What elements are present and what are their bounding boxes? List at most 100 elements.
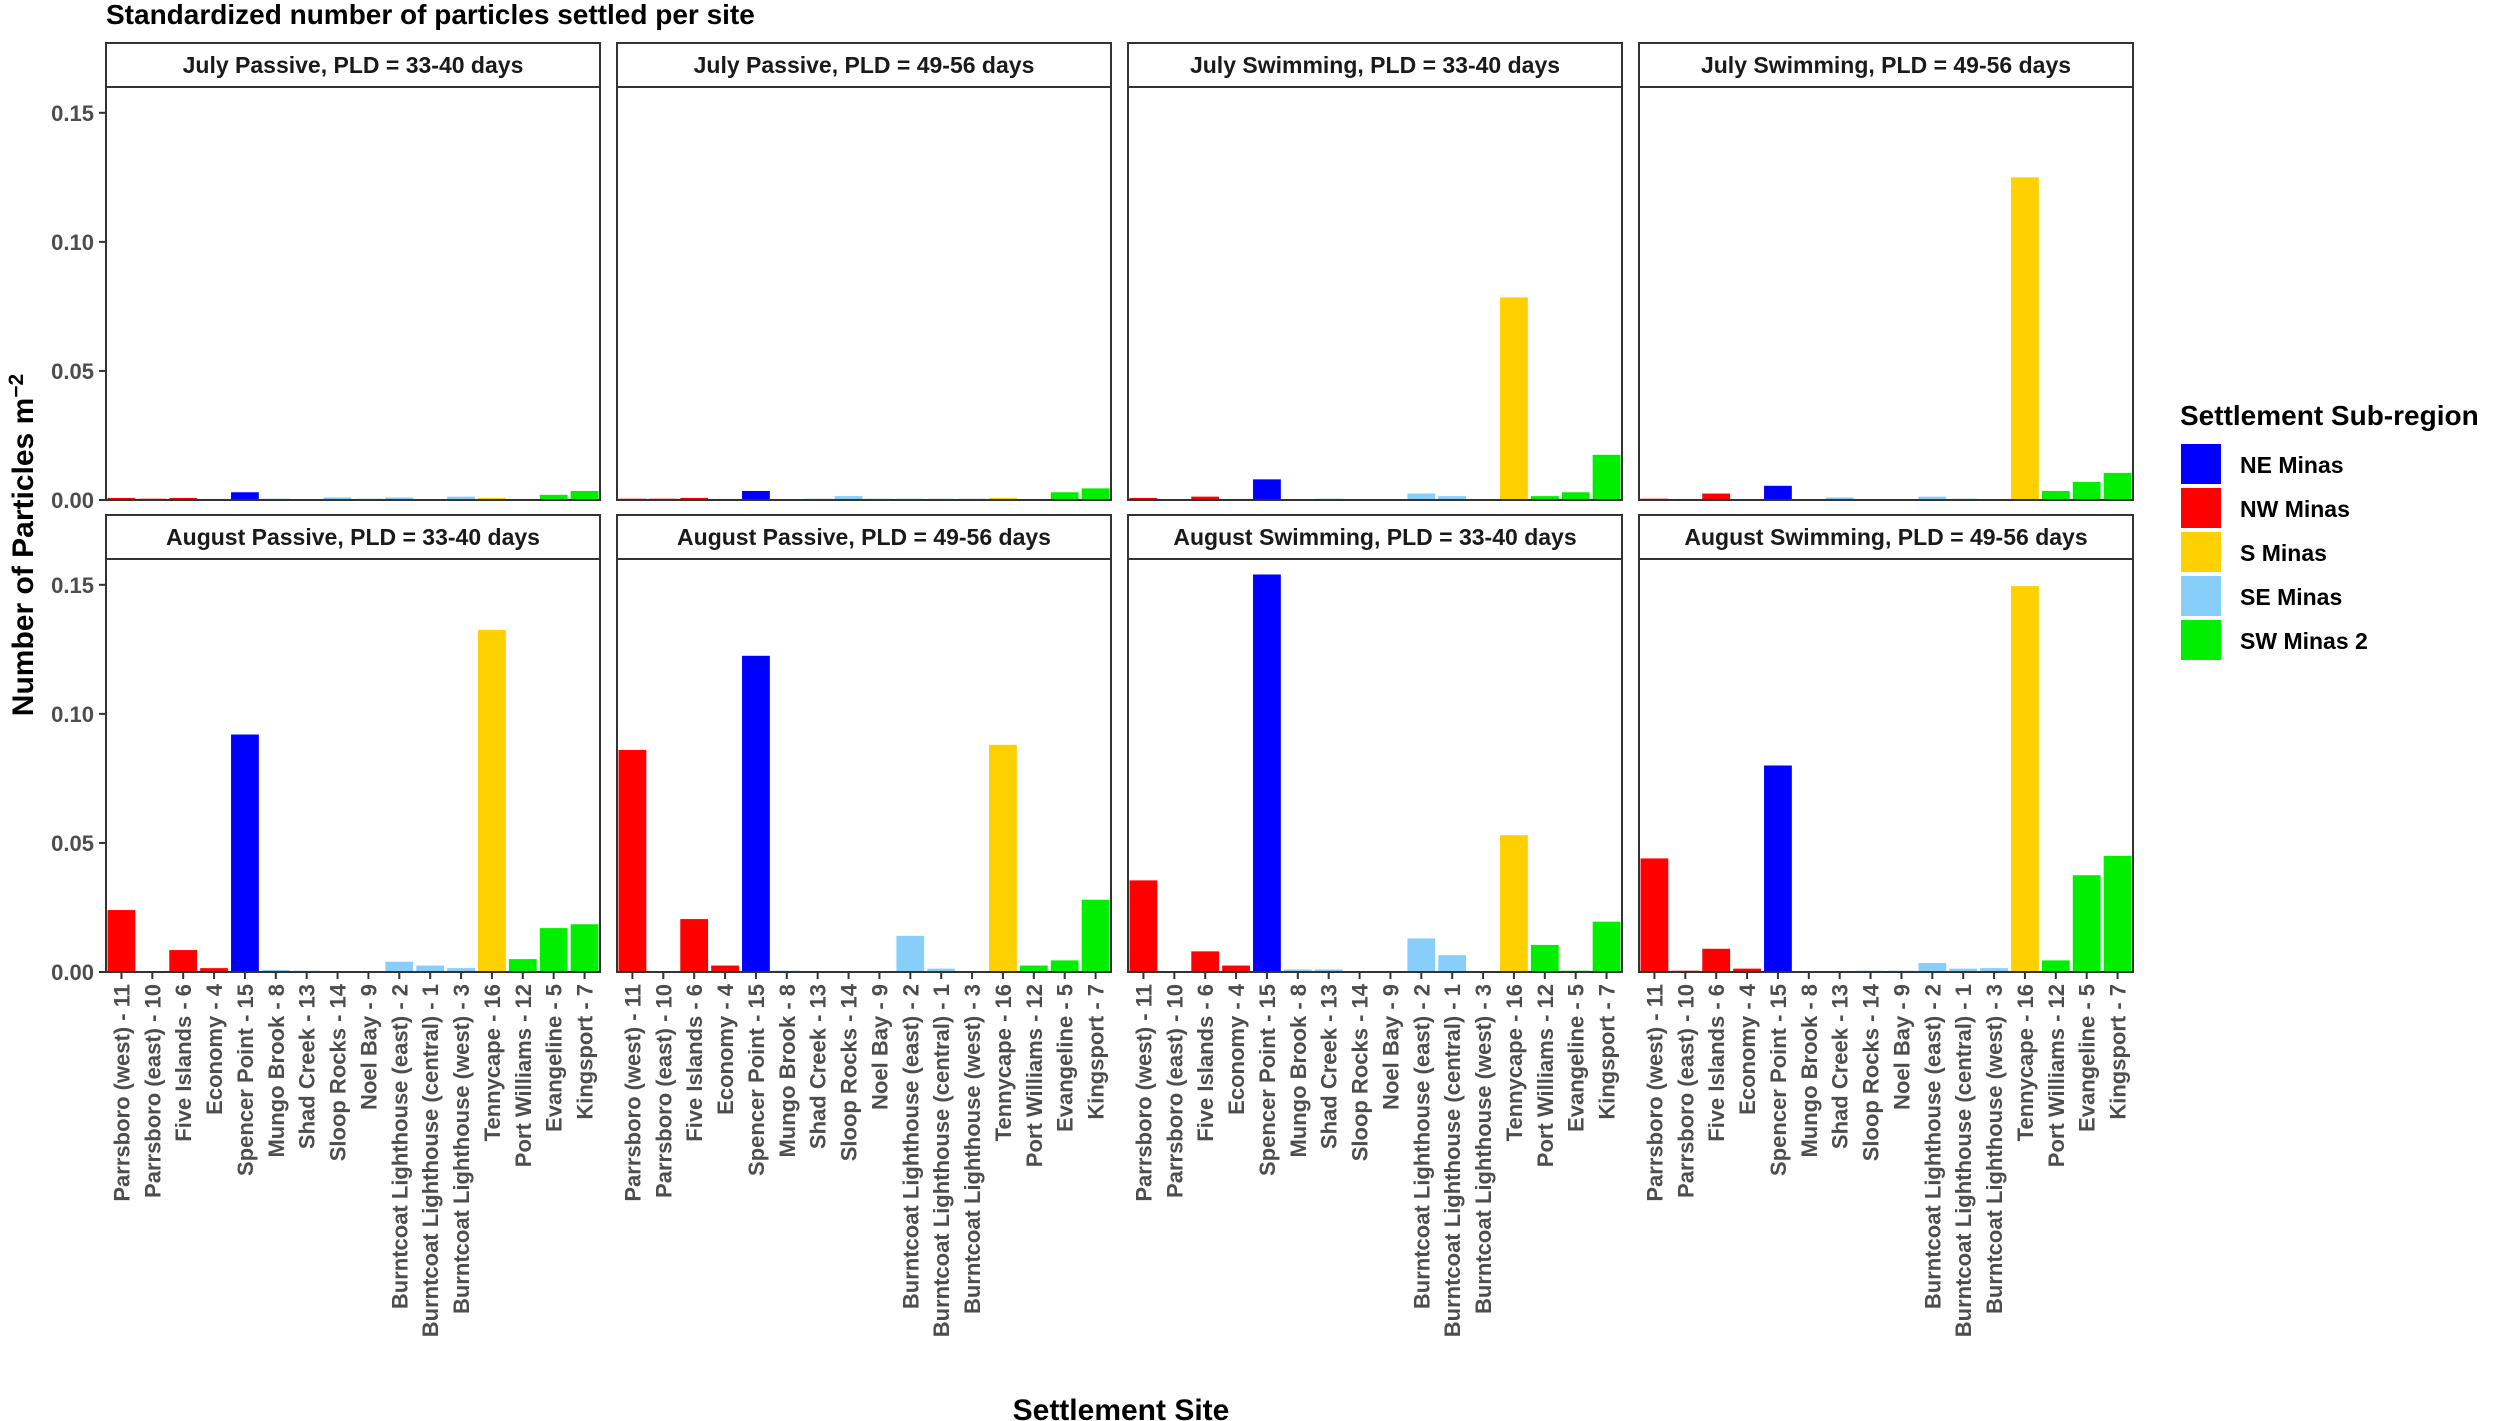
x-tick-label: Shad Creek - 13 — [1317, 984, 1342, 1149]
x-tick-label: Five Islands - 6 — [171, 984, 196, 1142]
bar — [1702, 948, 1731, 972]
x-tick-label: Burntcoat Lighthouse (east) - 2 — [1409, 984, 1434, 1309]
bar — [2103, 472, 2132, 500]
x-tick-label: Noel Bay - 9 — [1378, 984, 1403, 1110]
x-tick-label: Shad Creek - 13 — [295, 984, 320, 1149]
panel: August Swimming, PLD = 33-40 days Parrsbo… — [1127, 514, 1623, 1337]
bar — [2103, 855, 2132, 972]
legend-label: NW Minas — [2240, 496, 2350, 522]
x-tick-label: Five Islands - 6 — [1193, 984, 1218, 1142]
x-tick-label: Parrsboro (west) - 11 — [1642, 984, 1667, 1202]
x-tick-label: Kingsport - 7 — [573, 984, 598, 1120]
bar — [2041, 960, 2070, 972]
bar — [1253, 479, 1281, 500]
bar — [834, 496, 863, 500]
x-tick-label: Mungo Brook - 8 — [1797, 984, 1822, 1158]
legend-swatch — [2181, 576, 2221, 616]
bar — [1191, 951, 1220, 972]
x-tick-label: Spencer Point - 15 — [233, 984, 258, 1176]
bar — [1438, 955, 1467, 972]
x-tick-label: Burntcoat Lighthouse (west) - 3 — [1471, 984, 1496, 1314]
bar — [1733, 968, 1761, 972]
x-tick-label: Noel Bay - 9 — [356, 984, 381, 1110]
legend-label: S Minas — [2240, 540, 2327, 566]
x-tick-label: Economy - 4 — [202, 983, 227, 1115]
bar — [989, 497, 1017, 500]
panel-border — [1127, 558, 1623, 973]
x-tick-label: Port Williams - 12 — [2044, 984, 2069, 1167]
bar — [2072, 481, 2101, 500]
legend-label: SW Minas 2 — [2240, 628, 2368, 654]
x-tick-label: Evangeline - 5 — [1564, 984, 1589, 1132]
bar — [570, 924, 599, 972]
panel-title: July Passive, PLD = 33-40 days — [183, 52, 524, 78]
x-tick-label: Tennycape - 16 — [480, 984, 505, 1141]
panel-border — [1127, 86, 1623, 501]
x-tick-label: Spencer Point - 15 — [744, 984, 769, 1176]
bar — [1530, 496, 1559, 500]
x-tick-label: Kingsport - 7 — [1084, 984, 1109, 1120]
x-tick-label: Mungo Brook - 8 — [1286, 984, 1311, 1158]
bar — [1949, 968, 1978, 972]
bar — [2041, 490, 2070, 500]
panel-strip — [616, 42, 1112, 88]
bar — [107, 910, 136, 972]
bar — [1438, 496, 1467, 500]
x-tick-label: Economy - 4 — [1735, 983, 1760, 1115]
bar — [1283, 969, 1312, 972]
bar — [107, 497, 136, 500]
y-axis-label-exponent: −2 — [5, 374, 28, 398]
x-tick-label: Evangeline - 5 — [1053, 984, 1078, 1132]
bar — [680, 919, 709, 972]
y-tick-label: 0.00 — [51, 488, 94, 513]
panel-strip — [1127, 514, 1623, 560]
bar — [200, 968, 228, 972]
panel: July Swimming, PLD = 49-56 days — [1638, 42, 2134, 501]
x-tick-label: Mungo Brook - 8 — [264, 984, 289, 1158]
x-tick-label: Burntcoat Lighthouse (west) - 3 — [960, 984, 985, 1314]
y-tick-label: 0.15 — [51, 573, 94, 598]
bar — [1918, 496, 1947, 500]
x-tick-label: Burntcoat Lighthouse (west) - 3 — [1982, 984, 2007, 1314]
bar — [989, 744, 1017, 972]
bar — [680, 497, 709, 500]
bar — [478, 497, 506, 500]
legend-label: SE Minas — [2240, 584, 2342, 610]
bar — [385, 497, 414, 500]
y-tick-label: 0.10 — [51, 702, 94, 727]
legend-swatch — [2181, 488, 2221, 528]
bar — [1592, 921, 1621, 972]
bar — [231, 734, 259, 972]
x-tick-label: Burntcoat Lighthouse (central) - 1 — [418, 984, 443, 1337]
panel-strip — [1127, 42, 1623, 88]
bar — [2072, 875, 2101, 972]
bar — [1500, 297, 1528, 500]
x-tick-label: Noel Bay - 9 — [867, 984, 892, 1110]
bar — [742, 490, 770, 500]
bar — [169, 950, 198, 972]
y-tick-label: 0.05 — [51, 831, 94, 856]
panel: July Swimming, PLD = 33-40 days — [1127, 42, 1623, 501]
panel-title: August Swimming, PLD = 33-40 days — [1173, 524, 1576, 550]
bar — [539, 928, 568, 972]
y-axis-label-main: Number of Particles m — [7, 398, 40, 716]
bar — [1918, 962, 1947, 972]
bar — [261, 969, 290, 972]
panel: July Passive, PLD = 33-40 days 0.00 0.05 0.… — [51, 42, 601, 513]
bar — [1530, 944, 1559, 972]
bar — [1253, 574, 1281, 972]
x-tick-label: Parrsboro (west) - 11 — [620, 984, 645, 1202]
panel-strip — [1638, 514, 2134, 560]
x-tick-label: Five Islands - 6 — [1704, 984, 1729, 1142]
bar — [1129, 880, 1158, 972]
y-tick-label: 0.10 — [51, 230, 94, 255]
bar — [1314, 969, 1343, 972]
bar — [1640, 858, 1669, 972]
x-tick-label: Economy - 4 — [1224, 983, 1249, 1115]
x-axis-label: Settlement Site — [1013, 1394, 1230, 1421]
bar — [1222, 965, 1250, 972]
x-tick-label: Spencer Point - 15 — [1766, 984, 1791, 1176]
x-tick-label: Shad Creek - 13 — [1828, 984, 1853, 1149]
bar — [1561, 492, 1590, 500]
panel-title: July Passive, PLD = 49-56 days — [694, 52, 1035, 78]
